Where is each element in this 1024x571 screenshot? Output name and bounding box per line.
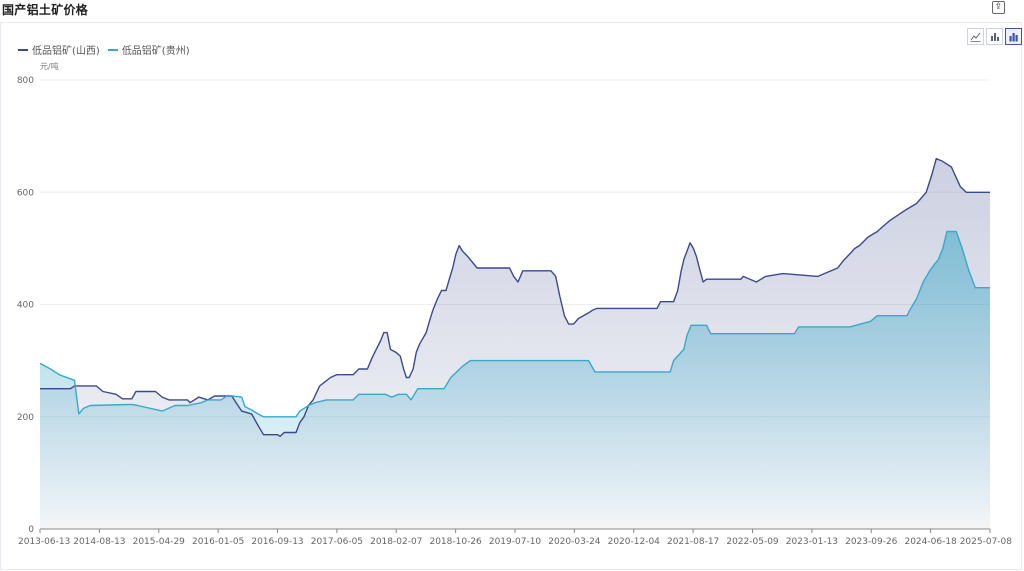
x-tick-label: 2017-06-05 — [311, 537, 363, 547]
x-tick-label: 2025-07-08 — [960, 537, 1013, 547]
x-tick-label: 2021-08-17 — [667, 537, 719, 547]
y-tick-label: 0 — [28, 525, 34, 535]
chart-panel — [0, 22, 1022, 570]
x-tick-label: 2023-09-26 — [845, 537, 898, 547]
series-guizhou-line — [39, 230, 990, 418]
chart-title: 国产铝土矿价格 — [2, 3, 89, 17]
y-tick-label: 400 — [17, 301, 34, 311]
x-tick-label: 2016-09-13 — [251, 537, 303, 547]
legend-swatch-shanxi — [18, 48, 28, 51]
x-tick-label: 2022-05-09 — [726, 537, 779, 547]
bar-chart-icon[interactable] — [986, 28, 1003, 45]
series-guizhou-area — [40, 231, 990, 529]
legend-label-guizhou: 低品铝矿(贵州) — [121, 46, 190, 57]
y-axis-unit: 元/吨 — [40, 62, 59, 71]
chart-legend: 低品铝矿(山西) 低品铝矿(贵州) — [18, 42, 190, 57]
x-tick-label: 2016-01-05 — [192, 537, 244, 547]
x-tick-label: 2018-02-07 — [370, 537, 422, 547]
line-chart-icon[interactable] — [967, 28, 984, 45]
legend-label-shanxi: 低品铝矿(山西) — [32, 46, 100, 57]
x-tick-label: 2013-06-13 — [18, 537, 70, 547]
series-shanxi-line — [40, 157, 990, 438]
x-tick-label: 2018-10-26 — [429, 537, 482, 547]
y-tick-label: 200 — [17, 413, 34, 423]
x-tick-label: 2020-12-04 — [608, 537, 661, 547]
legend-item-guizhou[interactable]: 低品铝矿(贵州) — [107, 42, 190, 57]
x-tick-label: 2014-08-13 — [73, 537, 125, 547]
export-icon[interactable]: ⇪ — [992, 1, 1005, 14]
x-tick-label: 2024-06-18 — [904, 537, 957, 547]
x-tick-label: 2023-01-13 — [786, 537, 838, 547]
area-chart-icon[interactable] — [1005, 28, 1022, 45]
x-tick-label: 2019-07-10 — [489, 537, 542, 547]
chart-type-toolbar — [967, 28, 1022, 45]
legend-swatch-guizhou — [107, 48, 118, 51]
x-tick-label: 2015-04-29 — [133, 537, 186, 547]
y-tick-label: 600 — [17, 188, 34, 198]
x-tick-label: 2020-03-24 — [548, 537, 601, 547]
y-tick-label: 800 — [17, 76, 34, 86]
legend-item-shanxi[interactable]: 低品铝矿(山西) — [18, 42, 100, 57]
